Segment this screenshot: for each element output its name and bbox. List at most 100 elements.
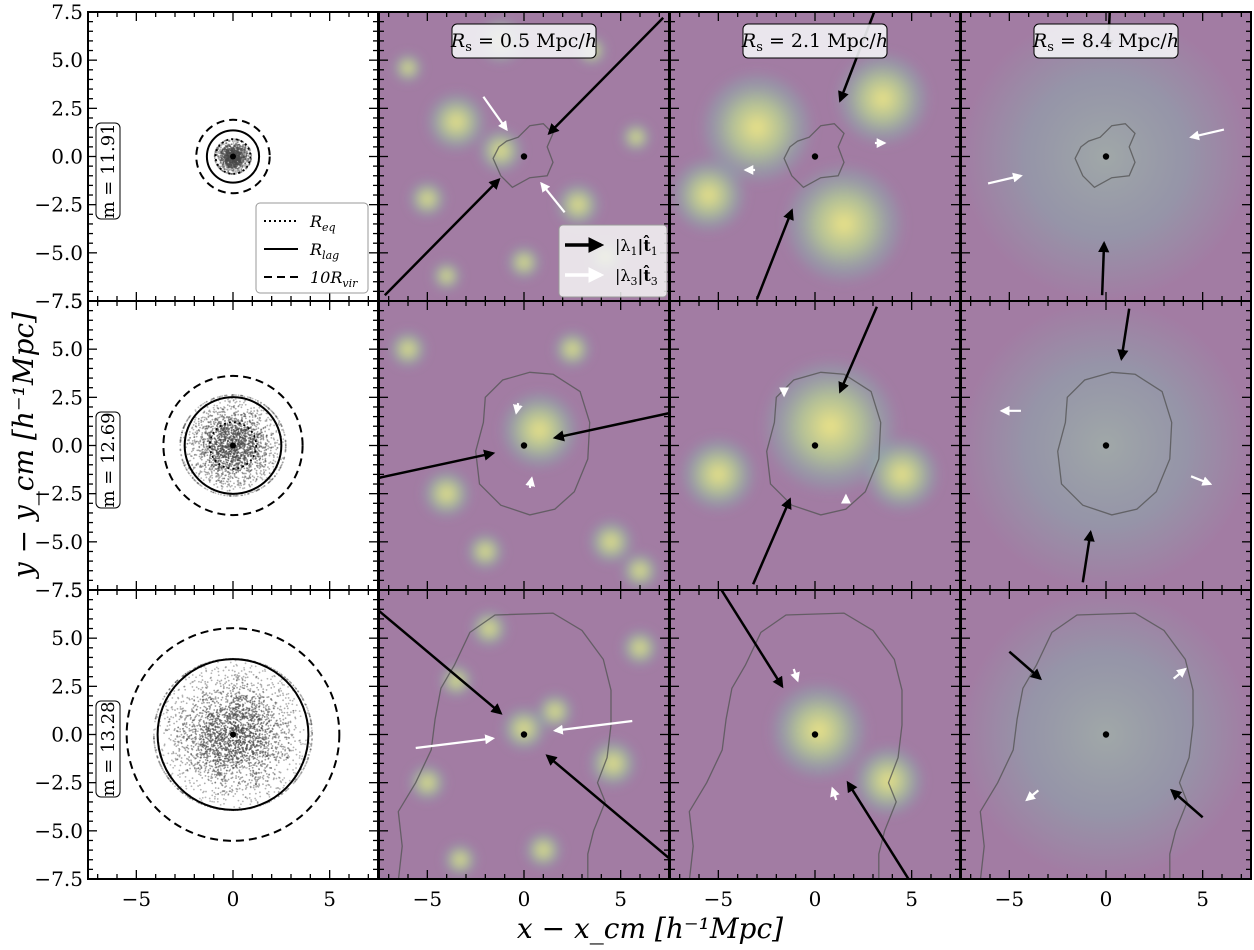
panel-plot-area <box>961 301 1251 590</box>
particle <box>229 435 232 438</box>
particle <box>223 410 225 413</box>
particle <box>227 453 230 456</box>
particle <box>207 464 210 467</box>
particle <box>218 477 220 480</box>
particle <box>259 417 261 420</box>
particle <box>223 168 226 171</box>
particle <box>233 494 236 497</box>
particle <box>216 147 218 149</box>
particle <box>237 404 240 407</box>
particle <box>244 493 246 496</box>
particle <box>244 162 247 165</box>
particle <box>221 148 224 150</box>
particle <box>230 168 232 171</box>
particle <box>226 157 228 160</box>
particle <box>262 438 265 441</box>
particle <box>222 739 225 742</box>
particle <box>181 431 183 434</box>
particle <box>243 412 246 415</box>
particle <box>229 495 232 497</box>
particle <box>231 476 234 479</box>
particle <box>282 438 285 441</box>
particle <box>225 459 228 461</box>
particle <box>248 163 251 166</box>
density-blob <box>834 50 932 147</box>
particle <box>216 406 219 409</box>
particle <box>241 143 244 146</box>
particle <box>244 472 247 475</box>
particle <box>221 477 224 480</box>
particle <box>214 150 217 153</box>
particle <box>166 729 169 732</box>
particle <box>272 683 275 686</box>
particle <box>286 756 289 759</box>
particle <box>153 735 155 738</box>
particle <box>240 168 243 171</box>
particle <box>203 721 205 724</box>
particle <box>241 476 244 479</box>
particle <box>230 172 233 175</box>
particle <box>204 686 207 689</box>
particle <box>221 790 224 793</box>
particle <box>180 739 182 742</box>
particle <box>269 480 272 483</box>
particle <box>254 467 256 470</box>
particle <box>258 464 260 467</box>
particle <box>245 159 248 162</box>
particle <box>222 417 225 420</box>
particle <box>235 152 238 155</box>
particle <box>224 454 227 457</box>
particle <box>203 454 206 456</box>
particle <box>285 736 287 739</box>
particle <box>194 466 196 469</box>
particle <box>226 428 229 431</box>
particle <box>210 743 213 746</box>
particle <box>210 490 213 493</box>
particle <box>177 689 180 692</box>
particle <box>191 681 194 684</box>
particle <box>200 419 203 422</box>
particle <box>226 422 229 425</box>
particle <box>188 416 190 419</box>
particle <box>250 154 253 157</box>
particle <box>237 691 240 694</box>
particle <box>202 451 204 454</box>
particle <box>228 168 231 171</box>
particle <box>260 431 263 434</box>
particle <box>194 480 197 483</box>
particle <box>231 166 234 169</box>
particle <box>220 698 223 701</box>
particle <box>246 152 249 155</box>
particle <box>225 452 228 455</box>
density-blob <box>388 329 428 369</box>
density-blob <box>760 356 901 496</box>
particle <box>204 462 207 465</box>
particle <box>255 745 258 748</box>
particle <box>194 453 197 456</box>
particle <box>188 460 190 463</box>
particle <box>295 767 297 769</box>
particle <box>217 433 220 436</box>
lagrangian-contour <box>783 123 845 189</box>
particle <box>259 401 262 404</box>
particle <box>253 424 256 427</box>
particle <box>209 453 212 456</box>
particle <box>220 493 222 496</box>
particle <box>209 414 212 417</box>
particle <box>201 438 204 441</box>
particle <box>225 148 228 151</box>
particle <box>222 450 225 453</box>
particle <box>249 396 252 399</box>
particle <box>278 708 281 711</box>
particle <box>230 453 232 455</box>
particle <box>179 448 182 451</box>
particle <box>260 401 263 404</box>
particle <box>186 734 189 736</box>
particle <box>255 783 257 786</box>
particle <box>256 453 259 456</box>
tick-marks <box>961 11 1251 302</box>
particle <box>183 461 186 464</box>
particle <box>248 463 251 466</box>
particle <box>245 154 248 157</box>
particle <box>155 751 157 754</box>
